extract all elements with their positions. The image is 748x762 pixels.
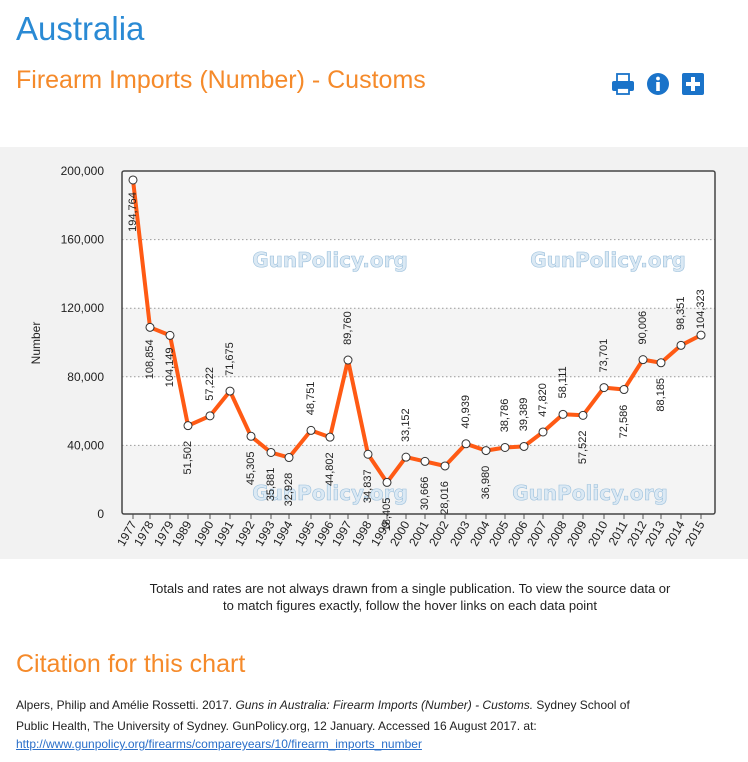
data-point — [538, 427, 548, 437]
citation-url-link[interactable]: http://www.gunpolicy.org/firearms/compar… — [16, 737, 422, 751]
data-point — [382, 477, 392, 487]
data-label: 194,764 — [127, 192, 139, 232]
data-label: 48,751 — [305, 382, 317, 416]
grid-band — [122, 308, 715, 377]
data-label: 98,351 — [675, 296, 687, 330]
data-point — [676, 340, 686, 350]
data-point — [306, 425, 316, 435]
data-label: 34,837 — [362, 469, 374, 503]
data-point — [325, 432, 335, 442]
y-tick-label: 120,000 — [61, 301, 105, 315]
data-label: 32,928 — [283, 473, 295, 507]
data-point — [401, 452, 411, 462]
watermark-text: GunPolicy.org — [530, 248, 686, 272]
chart-note-line-1: Totals and rates are not always drawn fr… — [149, 581, 671, 596]
data-point — [558, 409, 568, 419]
citation-publisher: Sydney School of — [533, 698, 630, 712]
country-title: Australia — [16, 10, 145, 47]
add-icon[interactable] — [681, 72, 705, 96]
watermark-text: GunPolicy.org — [512, 481, 668, 505]
data-point — [420, 456, 430, 466]
grid-band — [122, 171, 715, 240]
line-chart: 0 40,000 80,000 120,000 160,000 200,000 GunPol… — [0, 147, 748, 559]
data-label: 90,006 — [637, 311, 649, 345]
data-point — [440, 461, 450, 471]
data-label: 44,802 — [324, 452, 336, 486]
data-point — [128, 175, 138, 185]
data-label: 35,881 — [265, 468, 277, 502]
data-point — [246, 431, 256, 441]
citation-authors: Alpers, Philip and Amélie Rossetti. 2017… — [16, 698, 236, 712]
data-label: 30,666 — [419, 477, 431, 511]
data-label: 45,305 — [245, 451, 257, 485]
data-point — [696, 330, 706, 340]
data-label: 104,149 — [164, 348, 176, 388]
watermark-text: GunPolicy.org — [252, 248, 408, 272]
data-label: 47,820 — [537, 383, 549, 417]
citation-work: Guns in Australia: Firearm Imports (Numb… — [235, 698, 534, 712]
data-point — [266, 447, 276, 457]
data-label: 40,939 — [460, 395, 472, 429]
data-label: 28,016 — [439, 481, 451, 515]
data-point — [165, 330, 175, 340]
data-point — [363, 449, 373, 459]
data-label: 36,980 — [480, 466, 492, 500]
data-point — [500, 442, 510, 452]
data-point — [284, 453, 294, 463]
y-tick-label: 40,000 — [67, 438, 104, 452]
plot-frame — [121, 170, 716, 515]
data-label: 89,760 — [342, 311, 354, 345]
data-point — [599, 383, 609, 393]
data-label: 73,701 — [598, 339, 610, 373]
data-label: 72,586 — [618, 405, 630, 439]
data-point — [225, 386, 235, 396]
data-label: 33,152 — [400, 408, 412, 442]
y-tick-label: 160,000 — [61, 233, 105, 247]
citation-line-2: Public Health, The University of Sydney.… — [16, 719, 537, 733]
data-point — [578, 410, 588, 420]
chart-note-line-2: to match figures exactly, follow the hov… — [222, 598, 598, 613]
data-label: 104,323 — [695, 289, 707, 329]
data-label: 57,522 — [577, 431, 589, 465]
data-point — [638, 355, 648, 365]
data-point — [619, 385, 629, 395]
data-point — [481, 446, 491, 456]
data-point — [461, 439, 471, 449]
data-point — [519, 441, 529, 451]
data-point — [205, 411, 215, 421]
y-tick-label: 80,000 — [67, 370, 104, 384]
data-label: 88,185 — [655, 378, 667, 412]
data-label: 71,675 — [224, 342, 236, 376]
y-axis-label: Number — [29, 322, 43, 365]
data-point — [343, 355, 353, 365]
data-label: 57,222 — [204, 367, 216, 401]
y-tick-label: 0 — [97, 507, 104, 521]
info-icon[interactable] — [646, 72, 670, 96]
citation-line-1: Alpers, Philip and Amélie Rossetti. 2017… — [16, 698, 630, 712]
chart-title: Firearm Imports (Number) - Customs — [16, 66, 426, 94]
data-point — [145, 322, 155, 332]
watermark-text: GunPolicy.org — [252, 481, 408, 505]
printer-icon[interactable] — [611, 72, 635, 96]
data-label: 58,111 — [557, 366, 569, 398]
grid-band — [122, 445, 715, 514]
data-label: 108,854 — [144, 339, 156, 379]
data-label: 38,786 — [499, 399, 511, 433]
data-point — [656, 358, 666, 368]
data-point — [183, 421, 193, 431]
y-tick-label: 200,000 — [61, 164, 105, 178]
citation-heading: Citation for this chart — [16, 650, 246, 678]
chart-toolbar — [611, 72, 705, 96]
data-label: 51,502 — [182, 441, 194, 475]
data-label: 39,389 — [518, 398, 530, 432]
